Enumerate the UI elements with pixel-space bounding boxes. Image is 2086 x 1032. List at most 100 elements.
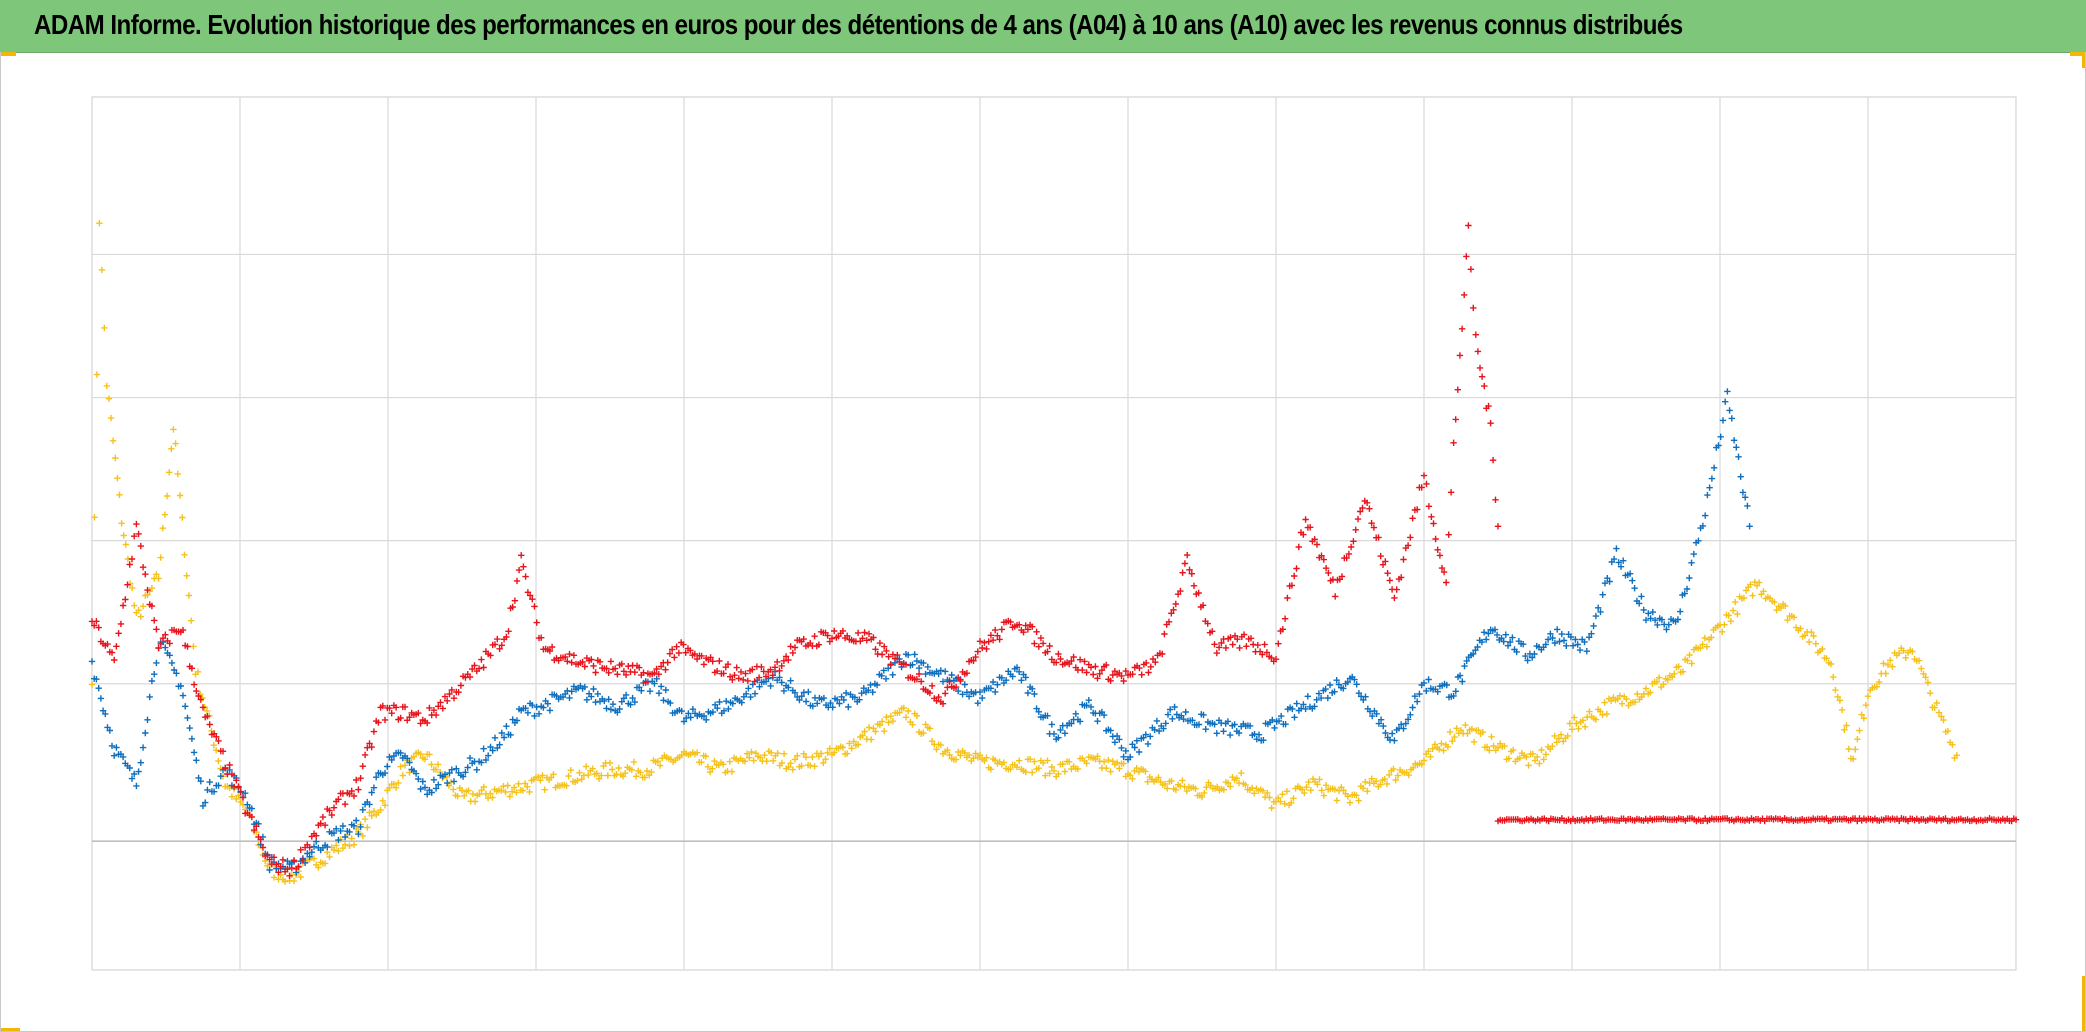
data-point xyxy=(1326,681,1334,689)
data-point xyxy=(1033,628,1040,635)
data-point xyxy=(1944,727,1952,735)
data-point xyxy=(153,571,160,578)
data-point xyxy=(1289,705,1296,713)
data-point xyxy=(1100,758,1108,765)
data-point xyxy=(1475,727,1482,734)
data-point xyxy=(1275,794,1282,802)
data-point xyxy=(1895,649,1903,657)
data-point xyxy=(1344,678,1351,686)
data-point xyxy=(974,700,981,707)
data-point xyxy=(1024,689,1032,697)
data-point xyxy=(1172,600,1179,608)
data-point xyxy=(1322,685,1329,693)
data-point xyxy=(524,709,532,716)
data-point xyxy=(1168,777,1175,785)
data-point xyxy=(594,690,601,698)
data-point xyxy=(461,792,468,799)
data-point xyxy=(1549,743,1556,750)
data-point xyxy=(796,696,803,704)
data-point xyxy=(758,663,765,671)
data-point xyxy=(642,679,649,686)
data-point xyxy=(1155,727,1163,735)
data-point xyxy=(1116,736,1123,743)
data-point xyxy=(1617,563,1625,570)
data-point xyxy=(1590,622,1597,630)
data-point xyxy=(184,643,191,650)
data-point xyxy=(406,759,413,766)
data-point xyxy=(1719,417,1727,424)
data-point xyxy=(566,694,573,702)
data-point xyxy=(961,681,968,688)
data-point xyxy=(1620,557,1627,564)
data-point xyxy=(1487,420,1494,427)
data-point xyxy=(480,745,487,752)
data-point xyxy=(421,784,429,791)
data-point xyxy=(120,532,127,539)
data-point xyxy=(526,788,533,796)
data-point xyxy=(450,695,458,702)
data-point xyxy=(848,745,855,752)
data-point xyxy=(1727,618,1735,625)
data-point xyxy=(998,674,1005,682)
data-point xyxy=(1642,685,1650,692)
data-point xyxy=(691,650,698,658)
data-point xyxy=(417,785,424,793)
data-point xyxy=(1189,717,1196,724)
data-point xyxy=(119,753,127,761)
data-point xyxy=(1231,721,1238,728)
data-point xyxy=(537,777,544,784)
data-point xyxy=(1061,768,1069,775)
data-point xyxy=(590,662,597,670)
data-point xyxy=(1107,727,1114,734)
data-point xyxy=(1480,629,1488,636)
data-point xyxy=(448,686,455,694)
data-point xyxy=(1377,716,1385,723)
data-point xyxy=(1159,650,1166,658)
data-point xyxy=(1347,543,1355,551)
data-point xyxy=(1474,348,1482,355)
data-point xyxy=(206,721,213,728)
data-point xyxy=(1416,690,1423,698)
data-point xyxy=(476,790,483,798)
data-point xyxy=(1357,508,1364,515)
data-point xyxy=(1013,764,1021,771)
data-point xyxy=(428,789,435,796)
data-point xyxy=(434,761,442,768)
data-point xyxy=(194,668,202,675)
data-point xyxy=(678,751,685,759)
data-point xyxy=(1162,720,1169,727)
data-point xyxy=(579,658,586,666)
data-point xyxy=(840,696,847,704)
data-point xyxy=(1220,728,1227,735)
data-point xyxy=(798,693,805,700)
data-point xyxy=(829,704,836,711)
data-point xyxy=(1144,778,1151,785)
data-point xyxy=(1195,721,1203,728)
data-point xyxy=(489,794,496,801)
data-point xyxy=(1566,720,1573,727)
data-point xyxy=(836,700,843,707)
data-point xyxy=(1200,711,1207,719)
data-point xyxy=(1278,712,1285,720)
data-point xyxy=(845,703,852,711)
data-point xyxy=(450,786,457,793)
data-point xyxy=(1355,797,1362,804)
data-point xyxy=(1183,787,1190,795)
data-point xyxy=(1464,730,1471,737)
data-point xyxy=(155,575,162,582)
data-point xyxy=(1438,564,1446,572)
data-point xyxy=(1046,770,1053,777)
data-point xyxy=(215,757,222,765)
data-point xyxy=(1884,661,1892,669)
data-point xyxy=(321,822,329,829)
data-point xyxy=(664,659,671,666)
data-point xyxy=(148,677,156,685)
data-point xyxy=(1688,660,1695,667)
data-point xyxy=(1501,742,1508,750)
data-point xyxy=(851,694,859,701)
data-point xyxy=(706,768,714,776)
data-point xyxy=(392,784,400,791)
data-point xyxy=(698,759,705,766)
data-point xyxy=(540,704,547,711)
data-point xyxy=(513,789,520,796)
